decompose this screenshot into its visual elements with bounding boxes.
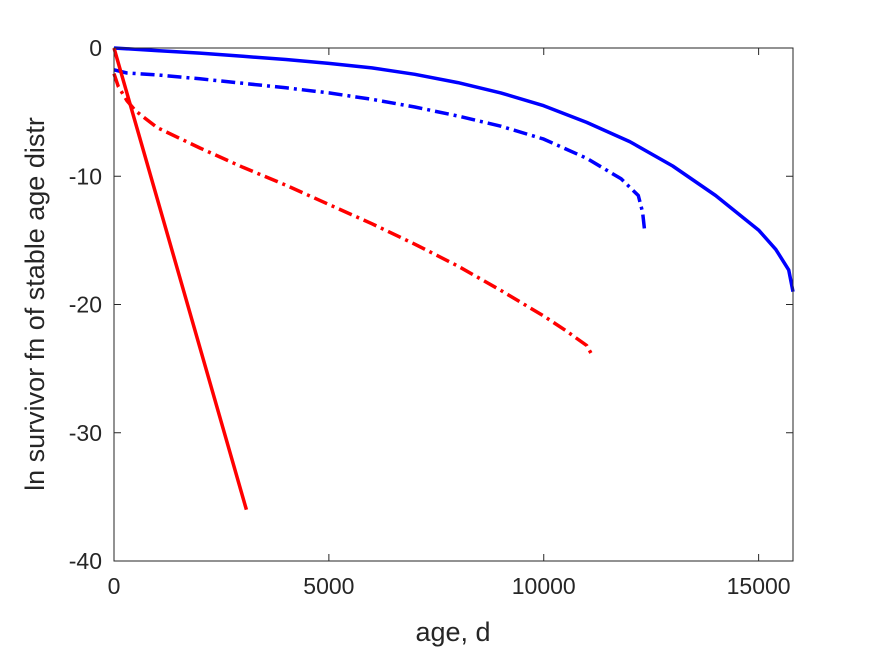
series-layer (112, 46, 795, 511)
x-tick-label: 5000 (303, 573, 354, 599)
x-tick-label: 0 (108, 573, 121, 599)
x-tick-label: 15000 (727, 573, 791, 599)
x-axis-label: age, d (415, 617, 490, 647)
series-line-2 (113, 68, 647, 232)
y-tick-label: -40 (69, 548, 102, 574)
y-tick-label: -20 (69, 292, 102, 318)
series-line-4 (112, 47, 249, 511)
y-axis-label: ln survivor fn of stable age distr (20, 117, 50, 491)
tick-layer: 0 5000 10000 15000 0 -10 -20 -30 -40 (69, 35, 793, 599)
y-tick-label: 0 (89, 35, 102, 61)
plot-area (114, 48, 793, 561)
y-tick-label: -30 (69, 420, 102, 446)
y-tick-label: -10 (69, 163, 102, 189)
series-line-1 (113, 46, 795, 293)
x-tick-label: 10000 (512, 573, 576, 599)
